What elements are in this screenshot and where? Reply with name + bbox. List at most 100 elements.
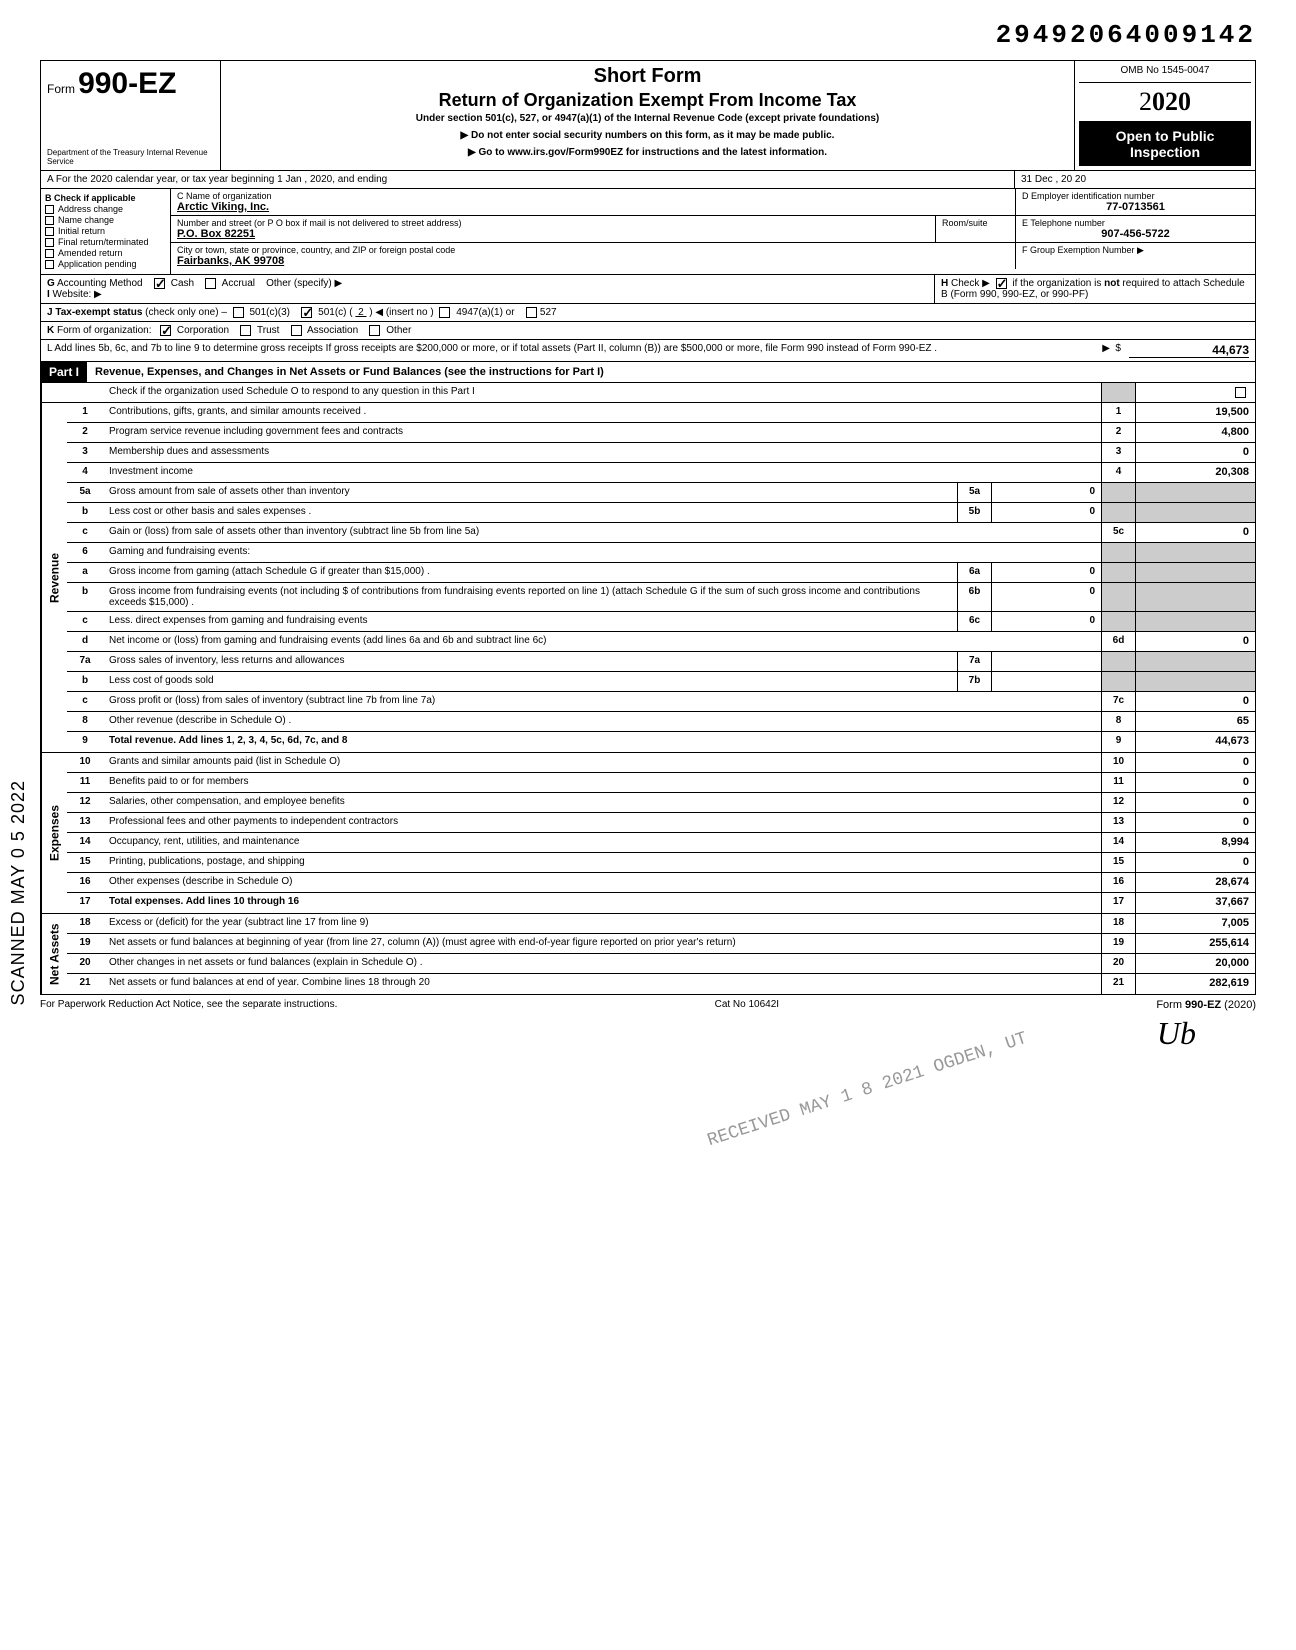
chk-501c[interactable]: [301, 307, 312, 318]
chk-trust[interactable]: [240, 325, 251, 336]
chk-label: Name change: [58, 215, 114, 225]
line-row: cLess. direct expenses from gaming and f…: [67, 612, 1255, 632]
line-description: Other expenses (describe in Schedule O): [103, 873, 1101, 892]
column-number: 2: [1101, 423, 1135, 442]
line-description: Gain or (loss) from sale of assets other…: [103, 523, 1101, 542]
line-number: 13: [67, 813, 103, 832]
line-description: Membership dues and assessments: [103, 443, 1101, 462]
chk-app-pending[interactable]: [45, 260, 54, 269]
line-number: b: [67, 672, 103, 691]
chk-4947[interactable]: [439, 307, 450, 318]
line-description: Excess or (deficit) for the year (subtra…: [103, 914, 1101, 933]
line-description: Contributions, gifts, grants, and simila…: [103, 403, 1101, 422]
tax-year-end: 31 Dec , 20 20: [1015, 171, 1255, 188]
sub-line-amount: 0: [991, 583, 1101, 611]
column-number: [1101, 503, 1135, 522]
chk-501c3[interactable]: [233, 307, 244, 318]
sub-line-amount: [991, 652, 1101, 671]
line-description: Net assets or fund balances at beginning…: [103, 934, 1101, 953]
form-header: Form 990-EZ Department of the Treasury I…: [40, 60, 1256, 171]
sub-line-number: 5a: [957, 483, 991, 502]
line-description: Net assets or fund balances at end of ye…: [103, 974, 1101, 994]
line-row: 13Professional fees and other payments t…: [67, 813, 1255, 833]
row-l-amount: 44,673: [1129, 343, 1249, 358]
column-amount: 255,614: [1135, 934, 1255, 953]
column-amount: [1135, 583, 1255, 611]
row-j: J Tax-exempt status (check only one) – 5…: [40, 304, 1256, 322]
check-schedule-o-text: Check if the organization used Schedule …: [103, 383, 1101, 402]
column-amount: 0: [1135, 753, 1255, 772]
chk-cash[interactable]: [154, 278, 165, 289]
chk-schedule-b[interactable]: [996, 278, 1007, 289]
column-number: 10: [1101, 753, 1135, 772]
section-b-checks: B Check if applicable Address change Nam…: [41, 189, 171, 274]
city-label: City or town, state or province, country…: [177, 245, 455, 255]
column-number: 20: [1101, 954, 1135, 973]
chk-accrual[interactable]: [205, 278, 216, 289]
goto-url: ▶ Go to www.irs.gov/Form990EZ for instru…: [231, 147, 1064, 158]
line-number: b: [67, 583, 103, 611]
line-number: c: [67, 523, 103, 542]
column-number: 13: [1101, 813, 1135, 832]
chk-address-change[interactable]: [45, 205, 54, 214]
netassets-side-label: Net Assets: [41, 914, 67, 994]
column-number: [1101, 612, 1135, 631]
chk-corporation[interactable]: [160, 325, 171, 336]
column-number: 18: [1101, 914, 1135, 933]
chk-label: Amended return: [58, 248, 123, 258]
line-row: 3Membership dues and assessments30: [67, 443, 1255, 463]
line-description: Total revenue. Add lines 1, 2, 3, 4, 5c,…: [103, 732, 1101, 752]
column-amount: [1135, 672, 1255, 691]
line-row: 19Net assets or fund balances at beginni…: [67, 934, 1255, 954]
ein-value: 77-0713561: [1022, 201, 1249, 213]
sub-line-amount: 0: [991, 483, 1101, 502]
line-row: 9Total revenue. Add lines 1, 2, 3, 4, 5c…: [67, 732, 1255, 752]
chk-name-change[interactable]: [45, 216, 54, 225]
line-row: 12Salaries, other compensation, and empl…: [67, 793, 1255, 813]
column-number: 17: [1101, 893, 1135, 913]
line-description: Less cost or other basis and sales expen…: [103, 503, 957, 522]
chk-initial-return[interactable]: [45, 227, 54, 236]
omb-number: OMB No 1545-0047: [1079, 65, 1251, 83]
line-number: b: [67, 503, 103, 522]
line-number: 2: [67, 423, 103, 442]
org-city: Fairbanks, AK 99708: [177, 255, 284, 267]
line-row: 21Net assets or fund balances at end of …: [67, 974, 1255, 994]
column-amount: 0: [1135, 853, 1255, 872]
line-number: 12: [67, 793, 103, 812]
column-number: [1101, 543, 1135, 562]
form-subtitle: Under section 501(c), 527, or 4947(a)(1)…: [231, 113, 1064, 124]
chk-schedule-o[interactable]: [1235, 387, 1246, 398]
line-row: 18Excess or (deficit) for the year (subt…: [67, 914, 1255, 934]
line-description: Net income or (loss) from gaming and fun…: [103, 632, 1101, 651]
column-amount: 19,500: [1135, 403, 1255, 422]
chk-amended-return[interactable]: [45, 249, 54, 258]
part1-title: Revenue, Expenses, and Changes in Net As…: [87, 363, 1255, 381]
column-amount: 0: [1135, 773, 1255, 792]
line-number: 14: [67, 833, 103, 852]
chk-other[interactable]: [369, 325, 380, 336]
line-number: 11: [67, 773, 103, 792]
blank-side: [41, 383, 67, 402]
line-row: dNet income or (loss) from gaming and fu…: [67, 632, 1255, 652]
chk-527[interactable]: [526, 307, 537, 318]
chk-association[interactable]: [291, 325, 302, 336]
chk-final-return[interactable]: [45, 238, 54, 247]
column-number: 12: [1101, 793, 1135, 812]
column-amount: 0: [1135, 813, 1255, 832]
column-amount: [1135, 503, 1255, 522]
line-row: bLess cost or other basis and sales expe…: [67, 503, 1255, 523]
org-address: P.O. Box 82251: [177, 228, 255, 240]
column-number: 7c: [1101, 692, 1135, 711]
chk-label: Initial return: [58, 226, 105, 236]
line-number: 15: [67, 853, 103, 872]
open-public-label: Open to Public Inspection: [1079, 122, 1251, 166]
column-amount: 4,800: [1135, 423, 1255, 442]
line-row: bGross income from fundraising events (n…: [67, 583, 1255, 612]
line-row: cGross profit or (loss) from sales of in…: [67, 692, 1255, 712]
line-row: 7aGross sales of inventory, less returns…: [67, 652, 1255, 672]
row-l: L Add lines 5b, 6c, and 7b to line 9 to …: [40, 340, 1256, 362]
document-id: 29492064009142: [40, 20, 1256, 50]
column-number: 19: [1101, 934, 1135, 953]
section-d-label: D Employer identification number: [1022, 191, 1155, 201]
